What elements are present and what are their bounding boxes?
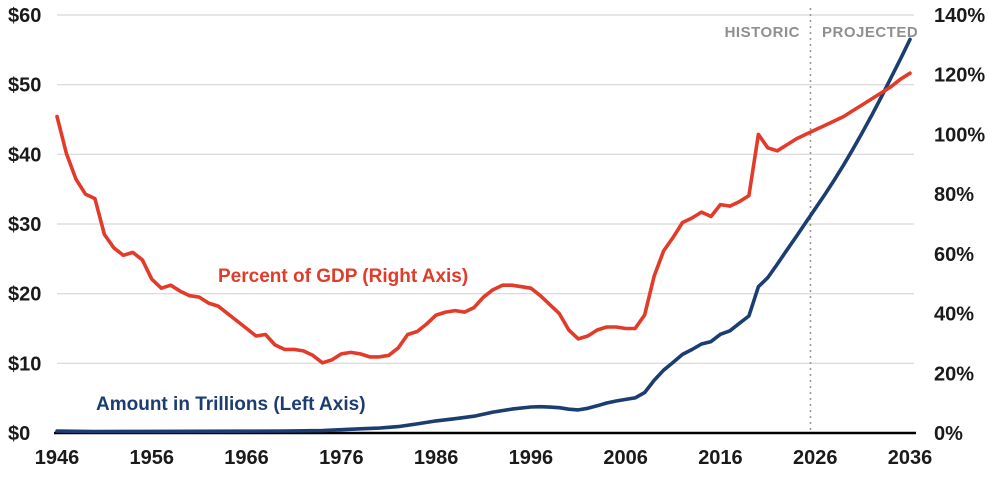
- percent-gdp-line: [55, 71, 912, 365]
- left-axis-tick-label: $60: [8, 5, 41, 27]
- historic-label: HISTORIC: [724, 24, 800, 41]
- x-axis-tick-label: 2026: [793, 447, 838, 469]
- right-axis-tick-label: 140%: [934, 5, 985, 27]
- right-axis-tick-label: 0%: [934, 423, 963, 445]
- right-axis-tick-label: 20%: [934, 363, 974, 385]
- x-axis-tick-label: 1986: [414, 447, 459, 469]
- percent-gdp-series-label: Percent of GDP (Right Axis): [218, 266, 469, 287]
- x-axis-tick-label: 2006: [603, 447, 648, 469]
- right-axis-tick-label: 100%: [934, 124, 985, 146]
- left-axis-tick-label: $0: [8, 423, 30, 445]
- left-axis-tick-label: $40: [8, 144, 41, 166]
- x-axis-tick-label: 2016: [698, 447, 743, 469]
- left-axis-tick-label: $50: [8, 75, 41, 97]
- amount-trillions-line: [55, 37, 912, 434]
- right-axis-tick-label: 40%: [934, 304, 974, 326]
- x-axis-tick-label: 2036: [888, 447, 933, 469]
- left-axis-tick-label: $10: [8, 353, 41, 375]
- x-axis-tick-label: 1966: [224, 447, 269, 469]
- x-axis-tick-label: 1956: [130, 447, 175, 469]
- x-axis-tick-label: 1976: [319, 447, 364, 469]
- projected-label: PROJECTED: [822, 24, 919, 41]
- left-axis-tick-label: $20: [8, 284, 41, 306]
- x-axis-tick-label: 1946: [35, 447, 80, 469]
- right-axis-tick-label: 80%: [934, 184, 974, 206]
- left-axis-tick-label: $30: [8, 214, 41, 236]
- amount-trillions-series-label: Amount in Trillions (Left Axis): [96, 394, 366, 415]
- x-axis-tick-label: 1996: [509, 447, 554, 469]
- right-axis-tick-label: 60%: [934, 244, 974, 266]
- right-axis-tick-label: 120%: [934, 65, 985, 87]
